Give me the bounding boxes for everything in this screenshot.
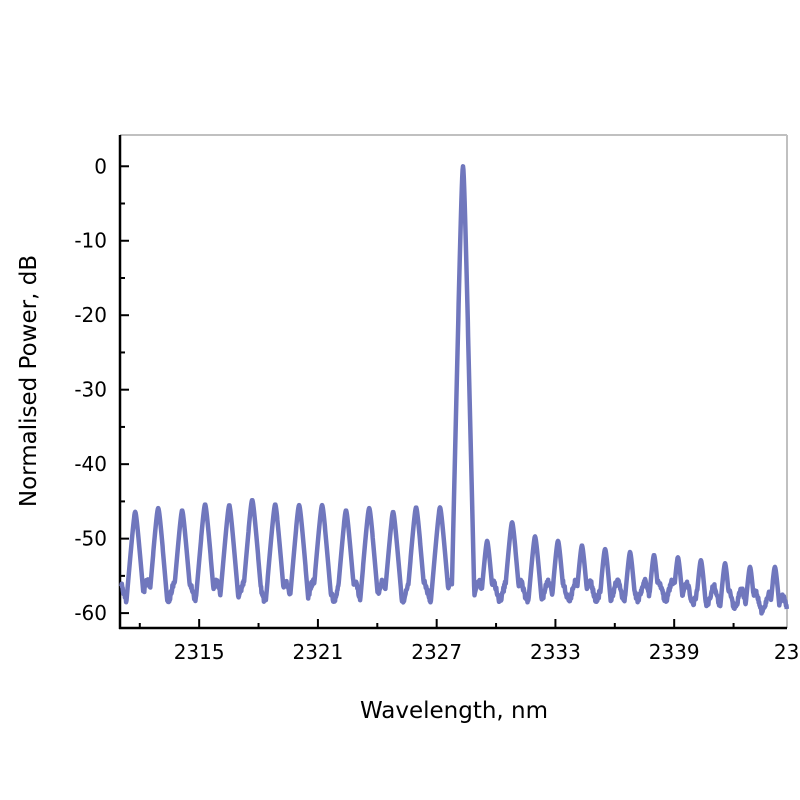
x-tick-label: 2321 bbox=[292, 640, 343, 664]
y-tick-label: -50 bbox=[74, 527, 107, 551]
y-tick-label: -30 bbox=[74, 378, 107, 402]
x-axis-label: Wavelength, nm bbox=[360, 698, 548, 724]
x-tick-label: 2327 bbox=[411, 640, 462, 664]
y-axis-label: Normalised Power, dB bbox=[16, 255, 42, 507]
x-tick-label: 2333 bbox=[530, 640, 581, 664]
y-tick-label: -40 bbox=[74, 452, 107, 476]
x-tick-label: 234 bbox=[774, 640, 800, 664]
y-tick-label: -10 bbox=[74, 229, 107, 253]
y-tick-label: -20 bbox=[74, 303, 107, 327]
y-tick-label: 0 bbox=[94, 154, 107, 178]
y-tick-label: -60 bbox=[74, 601, 107, 625]
spectrum-line bbox=[119, 164, 790, 616]
x-tick-label: 2315 bbox=[174, 640, 225, 664]
x-tick-label: 2339 bbox=[649, 640, 700, 664]
